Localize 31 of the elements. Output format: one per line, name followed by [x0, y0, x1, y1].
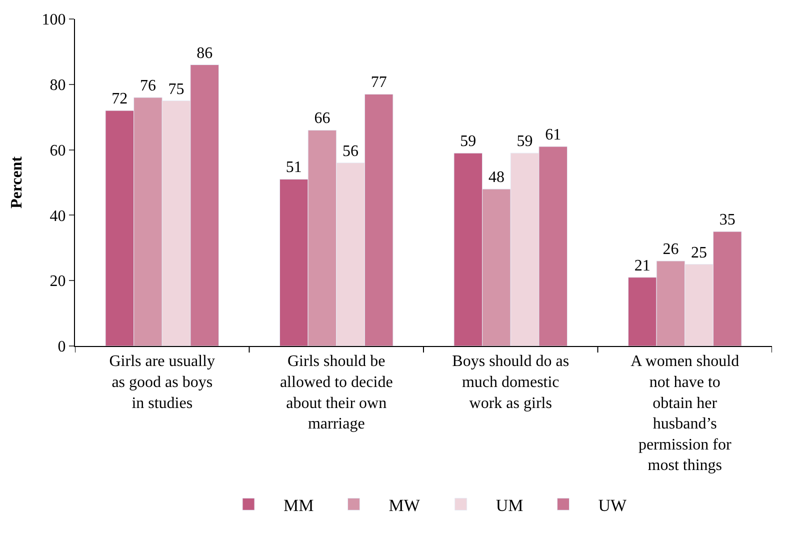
data-label: 72 — [112, 90, 128, 108]
y-tick-label: 20 — [50, 273, 66, 290]
x-tick-label: Girls should be allowed to decide about their own marriage — [280, 353, 393, 433]
data-label: 77 — [370, 74, 387, 92]
data-label: 21 — [634, 257, 650, 274]
y-tick-label: 80 — [50, 77, 66, 94]
y-tick-label: 60 — [50, 142, 66, 160]
data-label: 61 — [545, 126, 562, 144]
y-tick-label: 0 — [58, 338, 66, 356]
data-label: 75 — [168, 80, 184, 98]
x-tick-label: Boys should do as much domestic work as girls — [452, 353, 570, 412]
data-label: 56 — [342, 142, 359, 160]
legend-label: MW — [388, 496, 421, 515]
data-label: 48 — [488, 169, 504, 186]
y-tick-label: 40 — [50, 208, 66, 225]
data-label: 59 — [516, 133, 533, 150]
legend-label: MM — [284, 496, 314, 515]
data-label: 59 — [460, 133, 476, 150]
legend-label: UM — [496, 496, 524, 515]
data-label: 51 — [286, 159, 302, 176]
data-label: 26 — [662, 240, 679, 258]
x-tick-label: A women should not have to obtain her husband’s permission for most things — [630, 353, 740, 474]
data-label: 76 — [140, 77, 156, 94]
legend-label: UW — [598, 496, 628, 515]
y-tick-label: 100 — [42, 12, 66, 29]
data-label: 35 — [719, 212, 736, 229]
x-tick-label: Girls are usually as good as boys in studies — [109, 353, 216, 412]
y-axis-title: Percent — [8, 156, 26, 209]
data-label: 25 — [691, 244, 708, 262]
data-label: 86 — [196, 44, 213, 62]
data-label: 66 — [314, 110, 330, 128]
